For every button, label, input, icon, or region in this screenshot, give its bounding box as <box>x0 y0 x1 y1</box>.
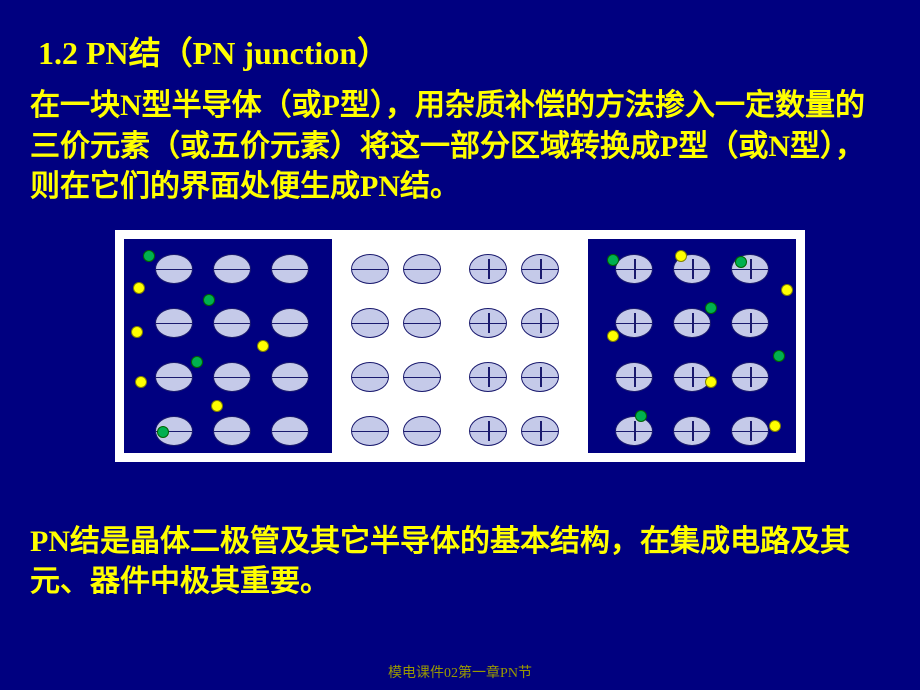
footer-text: 模电课件02第一章PN节 <box>0 662 920 682</box>
atom-minus-icon <box>155 308 193 338</box>
atom-minus-icon <box>403 362 441 392</box>
atom-plus-icon <box>615 416 653 446</box>
atom-minus-icon <box>351 362 389 392</box>
atom-plus-icon <box>731 308 769 338</box>
hole-dot-icon <box>675 250 687 262</box>
atom-minus-icon <box>271 416 309 446</box>
atom-plus-icon <box>731 362 769 392</box>
atom-minus-icon <box>351 308 389 338</box>
atom-plus-icon <box>731 416 769 446</box>
hole-dot-icon <box>705 376 717 388</box>
atom-plus-icon <box>615 308 653 338</box>
atom-plus-icon <box>673 416 711 446</box>
atom-plus-icon <box>521 254 559 284</box>
atom-plus-icon <box>469 308 507 338</box>
slide-title: 1.2 PN结（PN junction） <box>0 0 920 74</box>
atom-plus-icon <box>469 362 507 392</box>
atom-plus-icon <box>615 254 653 284</box>
atom-plus-icon <box>521 416 559 446</box>
electron-dot-icon <box>607 254 619 266</box>
atom-minus-icon <box>271 254 309 284</box>
hole-dot-icon <box>257 340 269 352</box>
hole-dot-icon <box>131 326 143 338</box>
atom-minus-icon <box>403 254 441 284</box>
electron-dot-icon <box>635 410 647 422</box>
hole-dot-icon <box>133 282 145 294</box>
atom-minus-icon <box>213 416 251 446</box>
paragraph-2: PN结是晶体二极管及其它半导体的基本结构，在集成电路及其元、器件中极其重要。 <box>0 462 920 603</box>
electron-dot-icon <box>143 250 155 262</box>
atom-plus-icon <box>469 416 507 446</box>
electron-dot-icon <box>705 302 717 314</box>
atom-plus-icon <box>469 254 507 284</box>
atom-minus-icon <box>271 308 309 338</box>
atom-minus-icon <box>271 362 309 392</box>
atom-minus-icon <box>403 416 441 446</box>
hole-dot-icon <box>607 330 619 342</box>
hole-dot-icon <box>781 284 793 296</box>
electron-dot-icon <box>203 294 215 306</box>
electron-dot-icon <box>191 356 203 368</box>
electron-dot-icon <box>773 350 785 362</box>
atom-minus-icon <box>155 254 193 284</box>
atom-plus-icon <box>521 362 559 392</box>
atom-plus-icon <box>673 362 711 392</box>
atom-plus-icon <box>673 308 711 338</box>
electron-dot-icon <box>157 426 169 438</box>
atom-plus-icon <box>521 308 559 338</box>
hole-dot-icon <box>135 376 147 388</box>
atom-minus-icon <box>155 362 193 392</box>
atom-minus-icon <box>213 362 251 392</box>
electron-dot-icon <box>735 256 747 268</box>
pn-junction-diagram <box>115 230 805 462</box>
atom-minus-icon <box>403 308 441 338</box>
atom-minus-icon <box>213 308 251 338</box>
atom-minus-icon <box>351 254 389 284</box>
paragraph-1: 在一块N型半导体（或P型），用杂质补偿的方法掺入一定数量的三价元素（或五价元素）… <box>0 74 920 208</box>
atom-minus-icon <box>213 254 251 284</box>
hole-dot-icon <box>769 420 781 432</box>
atom-plus-icon <box>615 362 653 392</box>
hole-dot-icon <box>211 400 223 412</box>
atom-minus-icon <box>351 416 389 446</box>
